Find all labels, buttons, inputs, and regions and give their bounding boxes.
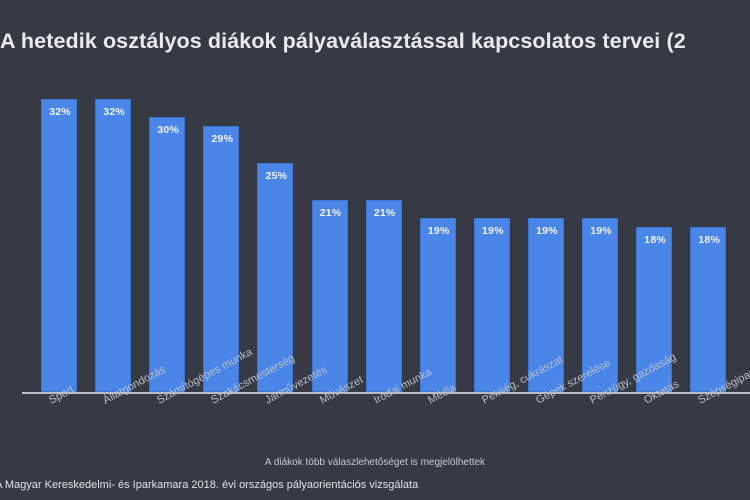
bar-group[interactable]: 25%: [257, 163, 294, 392]
bar-value-label: 21%: [373, 206, 396, 219]
bar[interactable]: 18%: [636, 227, 673, 392]
bar-value-label: 18%: [644, 234, 666, 247]
bar-value-label: 18%: [698, 234, 720, 247]
bar-group[interactable]: 18%: [690, 227, 727, 392]
bar-group[interactable]: 21%: [311, 199, 348, 392]
bar[interactable]: 29%: [203, 126, 240, 392]
x-axis-labels: Sport Állatgondozás Számítógépes munka Szak…: [0, 346, 750, 454]
bar[interactable]: 19%: [473, 218, 510, 392]
chart-title: A hetedik osztályos diákok pályaválasztá…: [0, 29, 686, 53]
bar[interactable]: 19%: [527, 218, 564, 392]
bar-value-label: 19%: [481, 225, 504, 238]
bar[interactable]: 19%: [582, 218, 618, 392]
bar[interactable]: 30%: [149, 117, 186, 392]
bar[interactable]: 18%: [690, 227, 727, 392]
bar[interactable]: 19%: [419, 218, 456, 392]
bar-value-label: 32%: [103, 106, 125, 118]
bar-value-label: 30%: [157, 124, 179, 137]
bar-value-label: 25%: [265, 170, 288, 183]
bar-group[interactable]: 18%: [636, 227, 673, 392]
x-axis-line: [22, 392, 750, 394]
bar-group[interactable]: 19%: [582, 218, 618, 392]
bar-value-label: 21%: [319, 206, 342, 219]
bar-group[interactable]: 30%: [149, 117, 186, 392]
chart-note: A diákok több válaszlehetőséget is megje…: [264, 457, 486, 468]
bar[interactable]: 21%: [311, 199, 348, 392]
plot-area: 32% 32% 30% 29% 25% 21% 21% 19% 19% 19% 19% 18% 18%: [0, 60, 750, 395]
bar-value-label: 19%: [536, 225, 558, 238]
chart-source: ás: A Magyar Kereskedelmi- és Iparkamara…: [0, 479, 419, 491]
bar-value-label: 19%: [590, 225, 612, 238]
bar-group[interactable]: 29%: [203, 126, 240, 392]
bar-group[interactable]: 21%: [365, 199, 402, 392]
bar[interactable]: 32%: [95, 99, 132, 392]
bar[interactable]: 25%: [257, 163, 294, 392]
bar-value-label: 32%: [49, 106, 71, 118]
bar-value-label: 29%: [211, 133, 234, 146]
bar-group[interactable]: 32%: [95, 99, 132, 392]
bar-group[interactable]: 19%: [473, 218, 510, 392]
bar-group[interactable]: 32%: [41, 99, 77, 392]
bar-group[interactable]: 19%: [419, 218, 456, 392]
bar-group[interactable]: 19%: [527, 218, 564, 392]
bar[interactable]: 32%: [41, 99, 77, 392]
bar-value-label: 19%: [427, 225, 450, 238]
bar[interactable]: 21%: [365, 199, 402, 392]
